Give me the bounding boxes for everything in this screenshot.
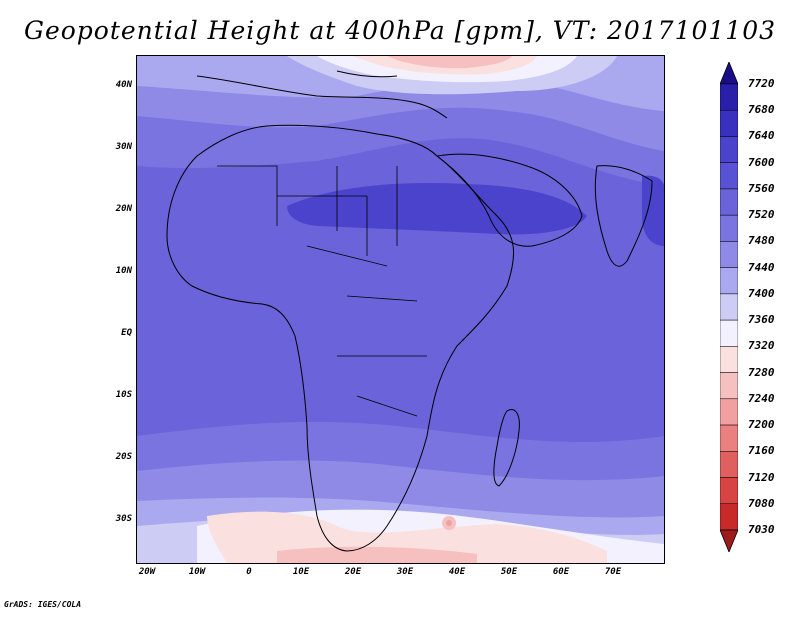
colorbar-segment [720,477,738,505]
colorbar-segment [720,451,738,478]
colorbar-level-label: 7080 [748,496,775,510]
lat-label: 20S [115,452,132,462]
colorbar-segment [720,319,738,347]
lat-label: 10S [115,390,132,400]
colorbar-segment [720,241,738,268]
colorbar-segment [720,162,738,190]
colorbar-segment [720,267,738,295]
colorbar-segment [720,83,738,111]
colorbar-segment [720,424,738,452]
lon-label: 20E [344,567,362,577]
colorbar-level-label: 7440 [748,260,775,274]
colorbar-segment [720,188,738,216]
colorbar-level-label: 7600 [748,155,775,169]
lat-label: 20N [115,204,132,214]
map-panel [136,55,665,564]
colorbar-level-label: 7520 [748,208,775,222]
colorbar-level-label: 7680 [748,103,775,117]
colorbar-level-label: 7720 [748,77,775,90]
colorbar-segment [720,346,738,373]
colorbar-level-label: 7120 [748,470,775,484]
lon-label: 50E [500,567,518,577]
coastline [594,165,653,267]
colorbar-top-arrow [720,62,738,85]
colorbar-level-label: 7640 [748,129,775,143]
lon-label: 60E [552,567,570,577]
coastline [166,124,515,552]
lat-label: 10N [115,266,132,276]
colorbar-level-label: 7320 [748,339,775,353]
colorbar-segment [720,398,738,426]
height-field [137,56,664,563]
lon-label: 40E [448,567,466,577]
lat-label: EQ [121,328,132,338]
colorbar-level-label: 7200 [748,418,775,432]
lat-label: 40N [115,80,132,90]
colorbar-segment [720,293,738,321]
coastline [196,75,448,119]
colorbar-level-label: 7160 [748,444,775,458]
lon-label: 30E [396,567,414,577]
colorbar-level-label: 7560 [748,181,775,195]
coastline [493,409,520,487]
colorbar-bottom-arrow [720,529,738,552]
colorbar-level-label: 7400 [748,286,775,300]
lat-label: 30S [115,514,132,524]
coastline [336,70,398,78]
colorbar-level-label: 7240 [748,391,775,405]
colorbar-level-label: 7360 [748,313,775,327]
lon-label: 0 [246,567,252,577]
lon-label: 70E [604,567,622,577]
colorbar-segment [720,503,738,531]
lat-label: 30N [115,142,132,152]
credit-text: GrADS: IGES/COLA [4,600,82,609]
colorbar-segment [720,136,738,163]
colorbar [720,62,738,552]
colorbar-level-label: 7030 [748,523,775,536]
map-title: Geopotential Height at 400hPa [gpm], VT:… [23,16,777,45]
colorbar-level-label: 7280 [748,365,775,379]
colorbar-level-label: 7480 [748,234,775,248]
lon-label: 20W [138,567,156,577]
colorbar-segment [720,214,738,242]
colorbar-segment [720,372,738,400]
coastline [435,153,583,247]
lon-label: 10E [292,567,310,577]
colorbar-segment [720,109,738,137]
lon-label: 10W [188,567,206,577]
